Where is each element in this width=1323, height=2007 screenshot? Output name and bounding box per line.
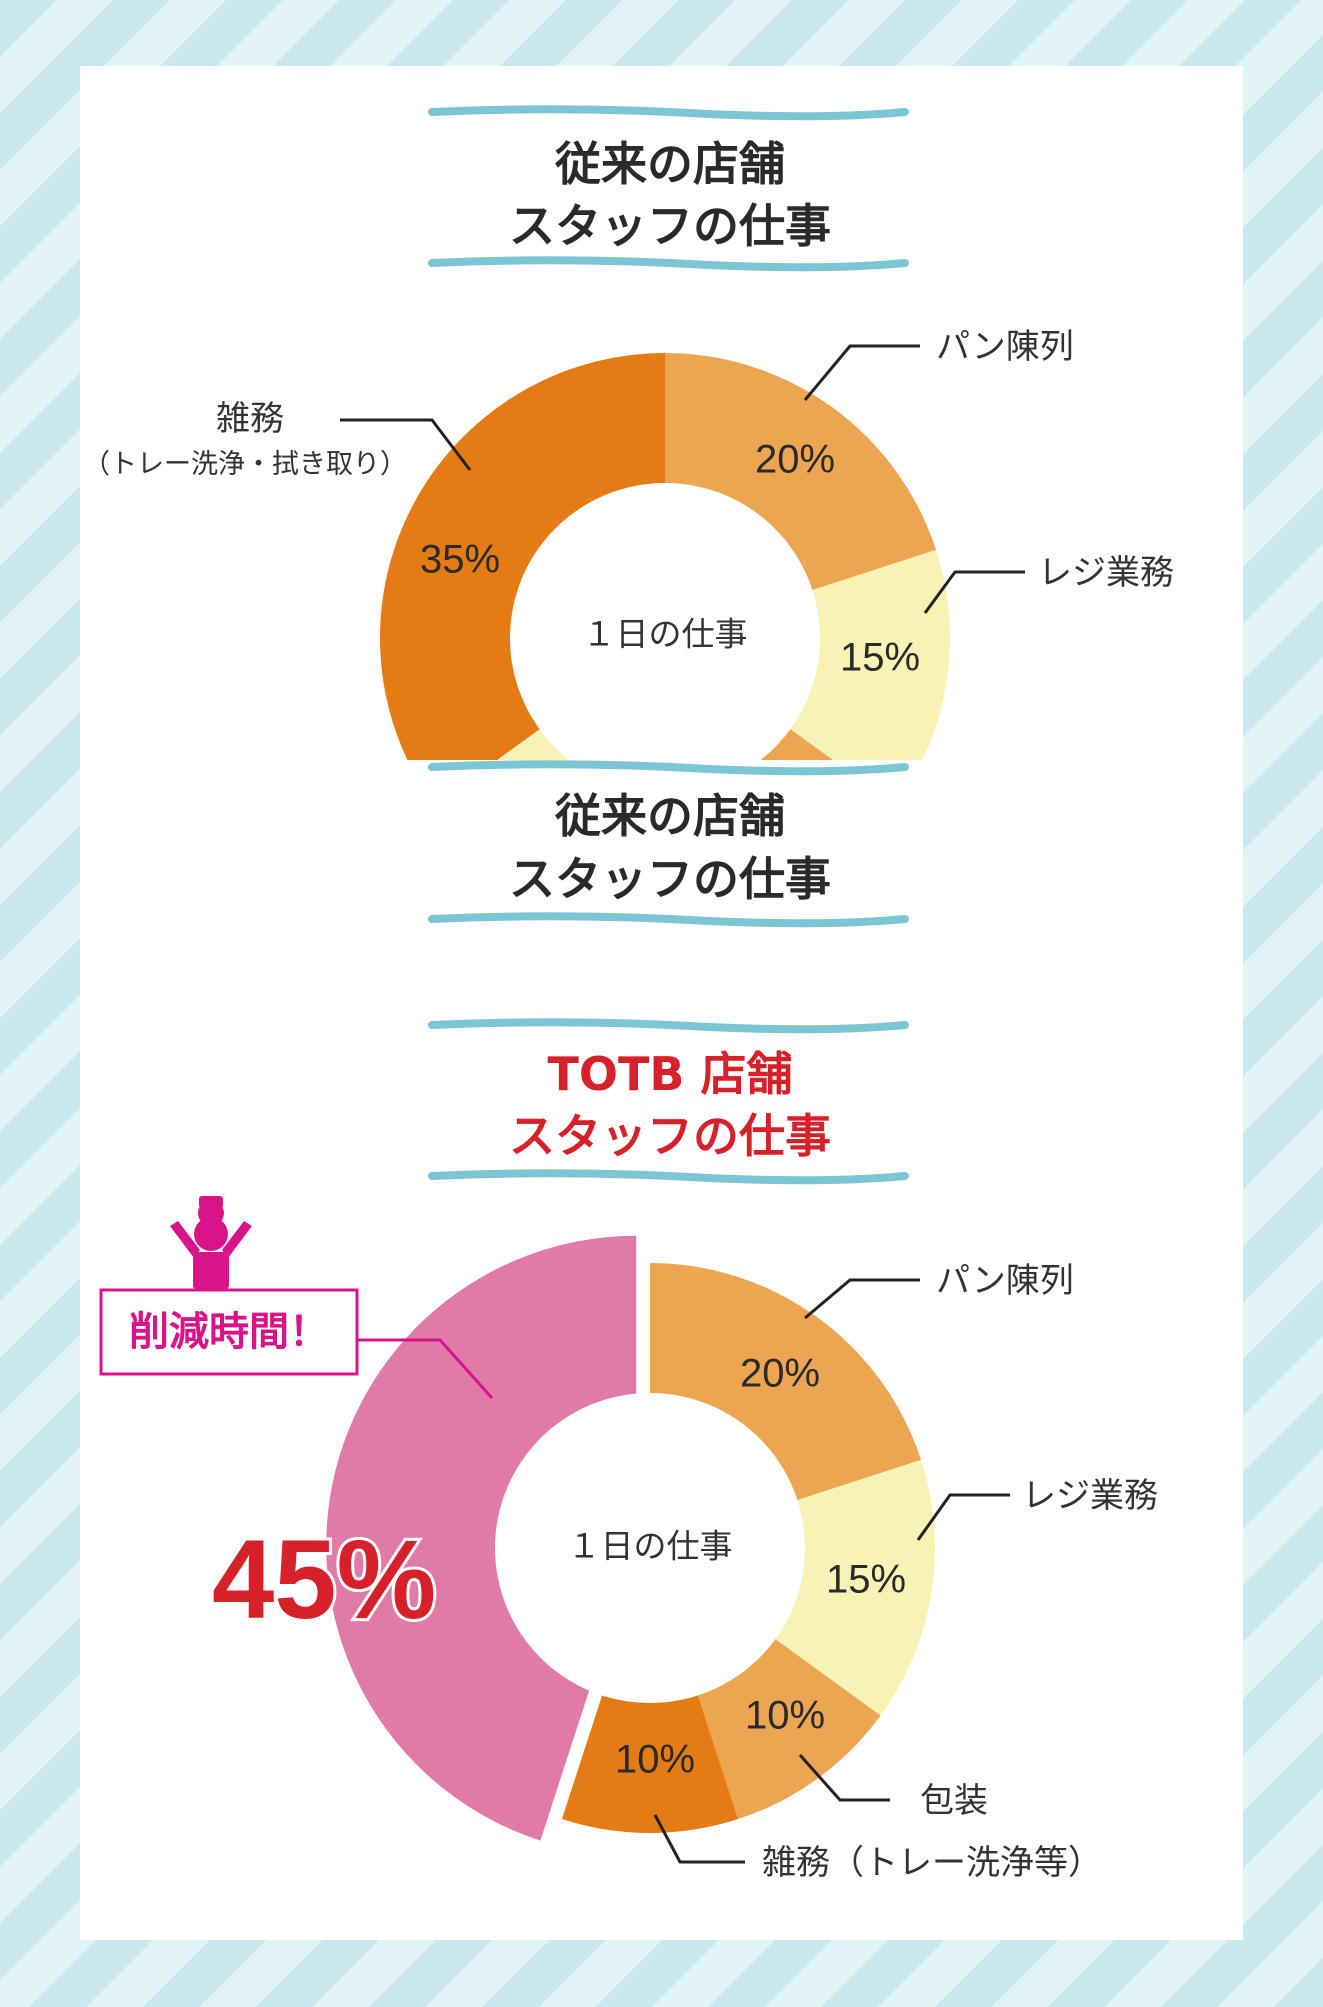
chalk-underline: [428, 760, 909, 776]
chart2-slice-label-chores: 10%: [615, 1738, 695, 1782]
chart2-header: TOTB 店舗 スタッフの仕事: [428, 1018, 909, 1185]
chart2-legend-wrapping: 包装: [920, 1781, 988, 1821]
chart1-leader-chores: [340, 418, 472, 471]
chart1-title-line1: 従来の店舗: [554, 137, 785, 191]
chart1-legend-chores: 雑務: [216, 399, 284, 439]
chart2-title-line1: TOTB 店舗: [548, 1047, 793, 1101]
chart1-donut: １日の仕事: [380, 353, 950, 760]
chart1-slice-label-register: 15%: [840, 636, 920, 680]
chalk-underline: [428, 912, 909, 928]
reduction-leader: [357, 1338, 494, 1400]
chart1-center-label: １日の仕事: [583, 615, 748, 654]
chalk-underline: [428, 105, 909, 121]
chart1-legend-register: レジ業務: [1038, 553, 1174, 593]
chalk-underline: [428, 256, 909, 272]
chart2-legend-register: レジ業務: [1022, 1476, 1158, 1516]
chart2-donut: １日の仕事: [326, 1235, 935, 1841]
chart2-slice-label-pan: 20%: [740, 1352, 820, 1396]
chart2-donut-hole: [495, 1393, 805, 1703]
chart1-header: 従来の店舗 スタッフの仕事: [428, 105, 909, 272]
chart2-center-label: １日の仕事: [568, 1527, 733, 1566]
chart2-slice-label-register: 15%: [826, 1558, 906, 1602]
chart2-legend-chores: 雑務（トレー洗浄等）: [762, 1843, 1102, 1883]
chart1-legend-chores-sub: （トレー洗浄・拭き取り）: [83, 449, 407, 480]
chart2-legend-pan: パン陳列: [936, 1261, 1074, 1301]
chart2-leader-register: [916, 1493, 1010, 1541]
reduction-badge-label: 削減時間！: [129, 1309, 329, 1355]
repeat-title-line2: スタッフの仕事: [509, 852, 831, 906]
reduction-percent: 45%: [212, 1517, 436, 1642]
chart2-leader-pan: [804, 1278, 920, 1320]
chart2-leader-wrapping: [798, 1754, 890, 1802]
chalk-underline: [428, 1169, 909, 1185]
chart1-donut-hole: [510, 483, 820, 760]
chart1-slice-label-chores: 35%: [420, 538, 500, 582]
chart2-slice-4: [326, 1235, 637, 1841]
repeat-title-line1: 従来の店舗: [554, 789, 785, 843]
chart2-title-line2: スタッフの仕事: [509, 1109, 831, 1163]
chart2-leader-chores: [653, 1814, 745, 1864]
chart1-title-line2: スタッフの仕事: [509, 199, 831, 253]
chart2-slice-label-wrapping: 10%: [745, 1694, 825, 1738]
chart1-slice-label-pan: 20%: [755, 438, 835, 482]
chef-figure-icon: [170, 1196, 252, 1290]
chalk-underline: [428, 1018, 909, 1034]
chart1-legend-pan: パン陳列: [936, 327, 1074, 367]
chart1-leader-register: [923, 570, 1025, 614]
reduction-callout: 削減時間！ 45%: [99, 1196, 494, 1645]
repeat-header: 従来の店舗 スタッフの仕事: [428, 760, 909, 928]
reduction-badge: [99, 1288, 359, 1376]
chart1-leader-pan: [803, 344, 920, 401]
